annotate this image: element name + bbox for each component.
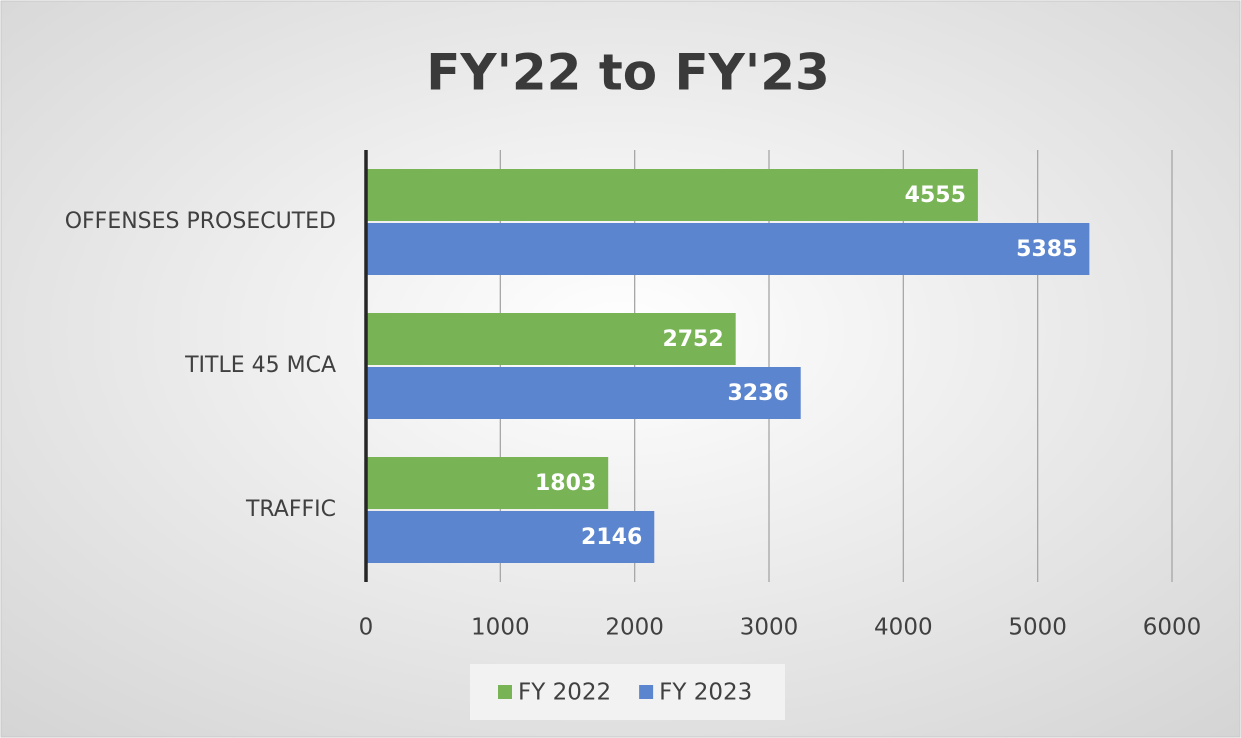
legend-label: FY 2022 [518, 680, 611, 706]
data-label: 2752 [662, 327, 723, 352]
data-label: 2146 [581, 525, 642, 550]
bar [366, 223, 1090, 275]
legend-box [470, 664, 785, 720]
x-tick-label: 3000 [740, 615, 799, 641]
y-tick-label: OFFENSES PROSECUTED [65, 209, 336, 234]
y-tick-label: TRAFFIC [245, 497, 336, 522]
legend-label: FY 2023 [659, 680, 752, 706]
bar [366, 313, 736, 365]
x-tick-label: 4000 [874, 615, 933, 641]
legend-swatch [498, 685, 512, 699]
x-tick-label: 2000 [605, 615, 664, 641]
y-tick-label: TITLE 45 MCA [184, 353, 336, 378]
bar [366, 457, 609, 509]
bar [366, 169, 978, 221]
x-tick-label: 6000 [1143, 615, 1202, 641]
data-label: 5385 [1016, 237, 1077, 262]
data-label: 3236 [727, 381, 788, 406]
chart-title: FY'22 to FY'23 [426, 44, 830, 102]
data-label: 1803 [535, 471, 596, 496]
legend-swatch [639, 685, 654, 699]
bar [366, 511, 655, 563]
data-label: 4555 [905, 183, 966, 208]
x-tick-label: 1000 [471, 615, 530, 641]
bar [366, 367, 801, 419]
x-tick-label: 0 [359, 615, 374, 641]
x-tick-label: 5000 [1008, 615, 1067, 641]
